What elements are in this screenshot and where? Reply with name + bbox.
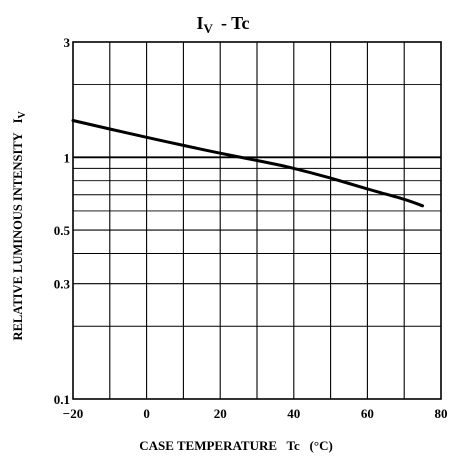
x-tick-label: −20 xyxy=(63,406,83,421)
y-axis-label-subscript: V xyxy=(17,111,28,119)
series-line xyxy=(71,119,425,208)
y-axis-label-main: RELATIVE LUMINOUS INTENSITY I xyxy=(11,118,25,340)
y-tick-label: 1 xyxy=(64,150,71,165)
chart-title: IV - Tc xyxy=(197,13,250,36)
x-tick-label: 20 xyxy=(214,406,227,421)
x-tick-label: 40 xyxy=(287,406,300,421)
y-tick-label: 0.5 xyxy=(54,223,71,238)
plot-frame xyxy=(72,41,442,400)
chart-title-main: I xyxy=(197,13,204,33)
y-tick-label: 3 xyxy=(64,35,71,50)
y-axis-label: RELATIVE LUMINOUS INTENSITY IV xyxy=(11,102,28,356)
y-tick-label: 0.3 xyxy=(54,277,71,292)
chart-title-subscript: V xyxy=(204,21,214,36)
chart-title-rest: - Tc xyxy=(221,13,250,33)
grid xyxy=(73,42,441,399)
x-tick-labels: −20 0 20 40 60 80 xyxy=(63,406,448,421)
y-tick-label: 0.1 xyxy=(54,392,70,407)
x-axis-label: CASE TEMPERATURE Tc (°C) xyxy=(139,438,333,453)
x-tick-label: 60 xyxy=(361,406,374,421)
x-tick-label: 80 xyxy=(435,406,448,421)
x-tick-label: 0 xyxy=(143,406,150,421)
y-tick-labels: 0.1 0.3 0.5 1 3 xyxy=(54,35,71,407)
